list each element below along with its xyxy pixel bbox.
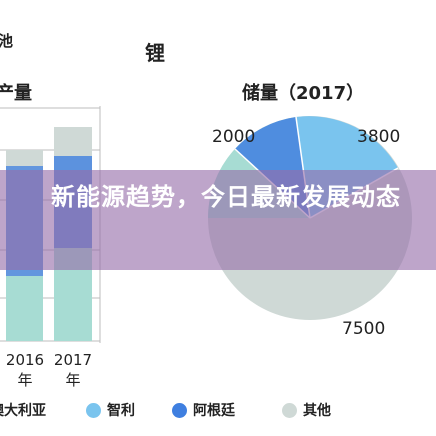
year-label-2017-number: 2017 (53, 351, 93, 369)
headline-text: 新能源趋势，今日最新发展动态 (51, 183, 401, 211)
legend-item-australia: 澳大利亚 (0, 398, 46, 422)
headline-banner (0, 170, 436, 270)
reserves-heading: 储量（2017） (242, 83, 365, 104)
legend-swatch-other (282, 402, 297, 418)
year-label-2016: 2016 年 (4, 350, 46, 390)
legend-label-australia: 澳大利亚 (0, 403, 46, 419)
pie-label-chile: 3800 (357, 127, 401, 147)
legend-label-argentina: 阿根廷 (193, 403, 235, 419)
legend-label-chile: 智利 (107, 403, 135, 419)
year-label-2017: 2017 年 (52, 350, 94, 390)
corner-text: 池 (0, 32, 14, 50)
year-label-2016-unit: 年 (17, 371, 33, 389)
legend-item-argentina: 阿根廷 (172, 398, 235, 422)
pie-label-other: 7500 (342, 319, 386, 339)
bar-2016-australia (6, 276, 43, 341)
legend-item-other: 其他 (282, 398, 331, 422)
production-heading: 产量 (0, 83, 32, 104)
year-label-2017-unit: 年 (65, 371, 81, 389)
year-label-2016-number: 2016 (5, 351, 45, 369)
pie-label-argentina: 2000 (212, 127, 256, 147)
page-title: 锂 (145, 41, 165, 65)
legend-swatch-argentina (172, 402, 187, 418)
legend-item-chile: 智利 (86, 398, 135, 422)
legend-swatch-chile (86, 402, 101, 418)
legend-label-other: 其他 (303, 403, 331, 419)
